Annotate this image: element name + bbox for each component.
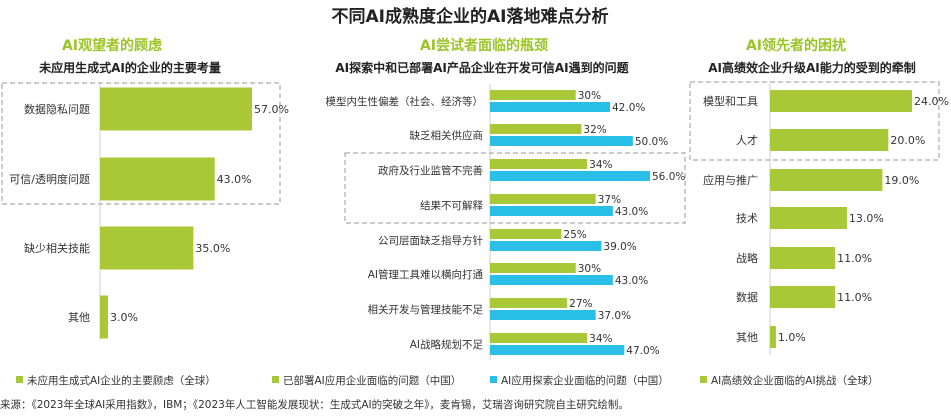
legend-swatch xyxy=(700,376,707,383)
p2-bar-green xyxy=(490,263,576,273)
p2-bar-blue xyxy=(490,136,633,146)
p1-value-label: 3.0% xyxy=(110,311,138,324)
panel-3-subtitle: AI高绩效企业升级AI能力的受到的牵制 xyxy=(708,60,916,75)
p2-bar-green xyxy=(490,194,596,204)
panel-2-subtitle: AI探索中和已部署AI产品企业在开发可信AI遇到的问题 xyxy=(335,60,629,75)
p2-value-label-blue: 47.0% xyxy=(626,345,659,357)
p2-category-label: 相关开发与管理技能不足 xyxy=(368,303,484,316)
p2-category-label: 模型内生性偏差（社会、经济等） xyxy=(326,95,484,108)
p3-value-label: 11.0% xyxy=(837,252,872,265)
p2-bar-green xyxy=(490,159,588,169)
p3-bar xyxy=(770,326,776,348)
p2-value-label-blue: 50.0% xyxy=(635,136,668,148)
p2-bar-green xyxy=(490,90,576,100)
p3-bar xyxy=(770,247,836,269)
p2-value-label-green: 30% xyxy=(578,90,601,102)
p2-category-label: 政府及行业监管不完善 xyxy=(378,164,483,177)
p1-value-label: 57.0% xyxy=(254,103,289,116)
p3-highlight-box xyxy=(689,81,940,161)
p3-value-label: 19.0% xyxy=(884,174,919,187)
p2-category-label: 结果不可解释 xyxy=(420,199,483,212)
p3-value-label: 11.0% xyxy=(837,291,872,304)
p2-category-label: 缺乏相关供应商 xyxy=(410,129,484,142)
p1-value-label: 35.0% xyxy=(195,242,230,255)
p3-value-label: 13.0% xyxy=(849,212,884,225)
p2-bar-green xyxy=(490,333,588,343)
p2-value-label-blue: 43.0% xyxy=(615,206,648,218)
legend-label: 已部署AI应用企业面临的问题（中国） xyxy=(283,374,461,387)
p1-category-label: 其他 xyxy=(68,311,90,324)
p1-category-label: 可信/透明度问题 xyxy=(9,172,90,186)
p3-bar xyxy=(770,207,847,229)
chart-title: 不同AI成熟度企业的AI落地难点分析 xyxy=(332,6,609,27)
p3-bar xyxy=(770,129,889,151)
p2-value-label-green: 32% xyxy=(583,124,606,136)
p3-category-label: 其他 xyxy=(736,331,758,344)
p2-value-label-green: 27% xyxy=(569,298,592,310)
p3-value-label: 20.0% xyxy=(890,134,925,147)
legend-label: AI应用探索企业面临的问题（中国） xyxy=(501,374,669,387)
panel-1-heading: AI观望者的顾虑 xyxy=(62,37,162,54)
p1-bar xyxy=(100,295,108,339)
p2-value-label-green: 30% xyxy=(578,263,601,275)
p3-value-label: 24.0% xyxy=(914,95,949,108)
p3-category-label: 数据 xyxy=(736,290,758,304)
p3-bar xyxy=(770,169,883,191)
p2-highlight-box xyxy=(344,152,686,224)
panel-2-heading: AI尝试者面临的瓶颈 xyxy=(420,37,548,54)
p2-value-label-blue: 42.0% xyxy=(612,102,645,114)
p3-category-label: 模型和工具 xyxy=(703,94,758,108)
p3-category-label: 技术 xyxy=(736,212,758,225)
p2-category-label: AI管理工具难以横向打通 xyxy=(368,268,484,281)
p2-bar-blue xyxy=(490,310,596,320)
p1-category-label: 缺少相关技能 xyxy=(24,241,90,255)
p1-value-label: 43.0% xyxy=(217,173,252,186)
p3-category-label: 战略 xyxy=(736,251,758,265)
p2-bar-green xyxy=(490,298,568,308)
p2-category-label: AI战略规划不足 xyxy=(410,338,484,351)
legend-swatch xyxy=(272,376,279,383)
legend-swatch xyxy=(16,376,23,383)
legend-label: 未应用生成式AI企业的主要顾虑（全球） xyxy=(27,374,216,387)
p2-bar-blue xyxy=(490,345,625,355)
p2-value-label-blue: 37.0% xyxy=(598,310,631,322)
p2-value-label-blue: 43.0% xyxy=(615,275,648,287)
p2-value-label-green: 34% xyxy=(589,159,612,171)
p2-bar-green xyxy=(490,229,562,239)
legend-swatch xyxy=(490,376,497,383)
p2-value-label-green: 25% xyxy=(563,229,586,241)
panel-3-heading: AI领先者的困扰 xyxy=(746,37,846,54)
p1-bar xyxy=(100,157,215,201)
p3-value-label: 1.0% xyxy=(778,331,806,344)
p3-bar xyxy=(770,286,836,308)
p1-bar xyxy=(100,226,194,270)
p2-category-label: 公司层面缺乏指导方针 xyxy=(378,234,483,247)
p1-category-label: 数据隐私问题 xyxy=(24,102,90,116)
p2-value-label-green: 37% xyxy=(598,194,621,206)
p1-highlight-box xyxy=(1,82,281,205)
p2-bar-green xyxy=(490,124,582,134)
legend-label: AI高绩效企业面临的AI挑战（全球） xyxy=(711,374,879,387)
p2-value-label-blue: 39.0% xyxy=(603,241,636,253)
panel-1-subtitle: 未应用生成式AI的企业的主要考量 xyxy=(38,60,221,75)
p2-value-label-green: 34% xyxy=(589,333,612,345)
p2-bar-blue xyxy=(490,171,650,181)
p3-category-label: 人才 xyxy=(736,133,758,147)
p2-value-label-blue: 56.0% xyxy=(652,171,685,183)
p2-bar-blue xyxy=(490,102,610,112)
p3-category-label: 应用与推广 xyxy=(703,173,758,187)
p2-bar-blue xyxy=(490,206,613,216)
p2-bar-blue xyxy=(490,241,602,251)
source-note: 来源：《2023年全球AI采用指数》，IBM；《2023年人工智能发展现状：生成… xyxy=(0,398,629,411)
p2-bar-blue xyxy=(490,275,613,285)
p1-bar xyxy=(100,87,252,131)
p3-bar xyxy=(770,90,912,112)
